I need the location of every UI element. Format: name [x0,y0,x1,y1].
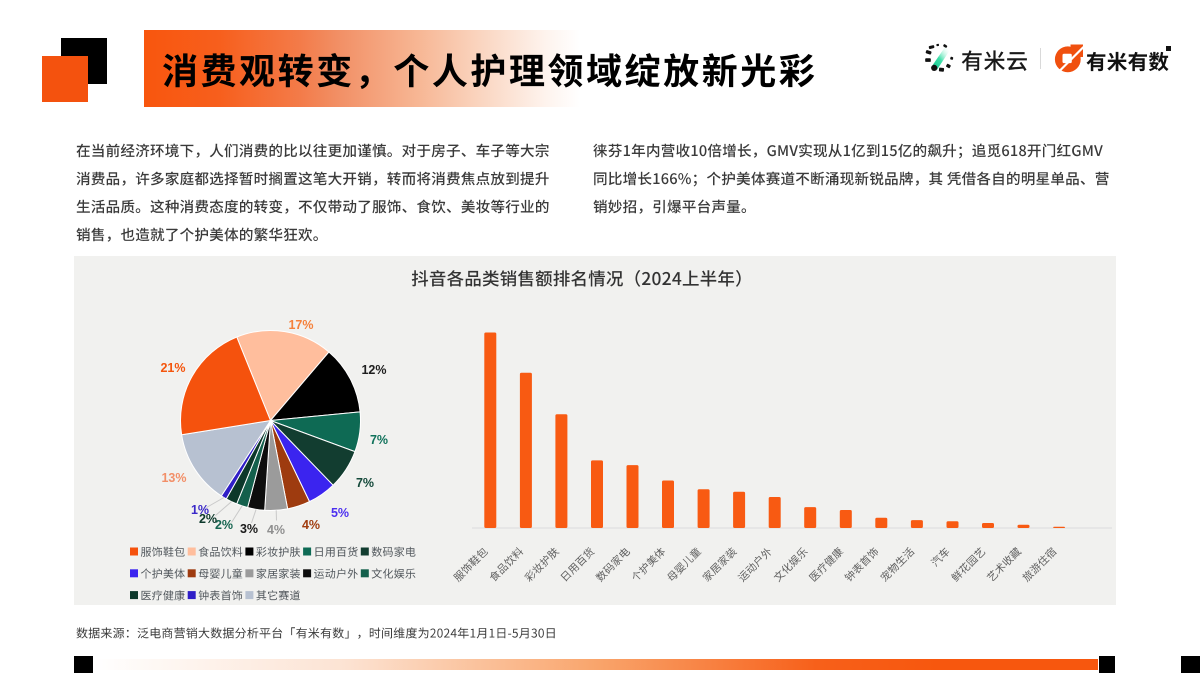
svg-text:12%: 12% [361,363,386,377]
svg-text:5%: 5% [331,506,349,520]
svg-text:1%: 1% [191,503,209,517]
svg-text:7%: 7% [356,476,374,490]
svg-text:2%: 2% [215,518,233,532]
svg-text:2%: 2% [199,512,217,526]
svg-text:3%: 3% [240,522,258,536]
svg-text:21%: 21% [160,361,185,375]
svg-text:4%: 4% [302,518,320,532]
svg-text:13%: 13% [161,471,186,485]
svg-text:7%: 7% [370,433,388,447]
svg-text:4%: 4% [267,523,285,537]
svg-text:17%: 17% [288,318,313,332]
